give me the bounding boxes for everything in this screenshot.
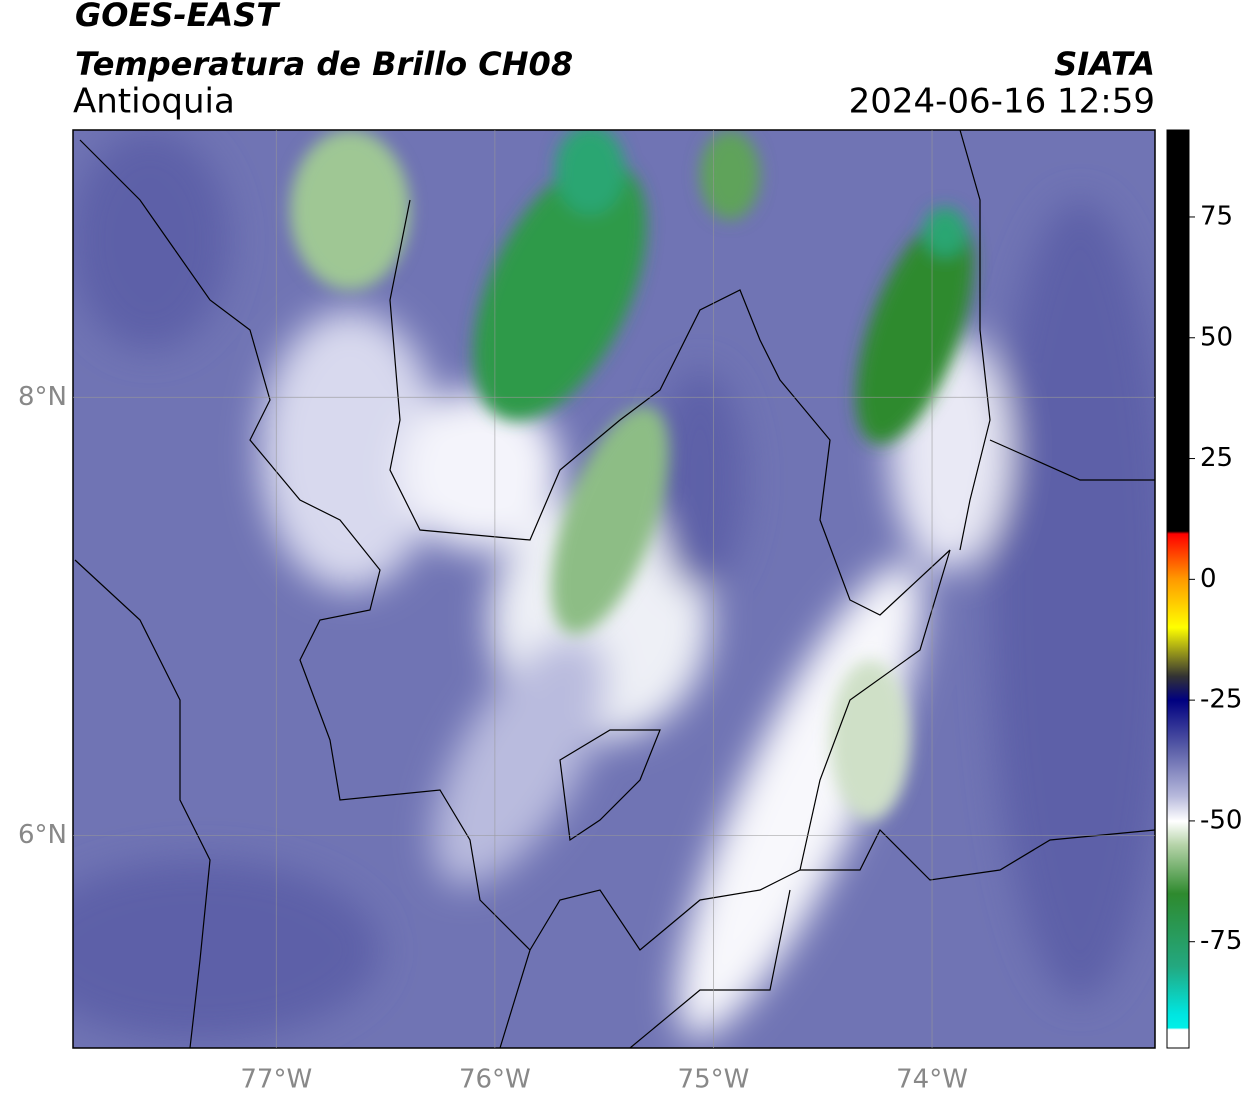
y-tick-label: 8°N [18,382,67,412]
colorbar-tick-label: -50 [1200,805,1242,835]
colorbar-tick-label: 50 [1200,322,1233,352]
colorbar-tick-label: -25 [1200,685,1242,715]
x-tick-label: 76°W [459,1065,531,1095]
colorbar [1166,129,1190,1049]
datetime: 2024-06-16 12:59 [849,82,1155,122]
colorbar-tick-label: 75 [1200,201,1233,231]
map-frame [72,129,1156,1049]
x-tick-label: 77°W [240,1065,312,1095]
title: GOES-EAST [75,0,280,34]
source: SIATA [1054,45,1155,83]
x-tick-label: 75°W [678,1065,750,1095]
colorbar-tick-label: 25 [1200,443,1233,473]
colorbar-tick-label: -75 [1200,926,1242,956]
y-tick-label: 6°N [18,820,67,850]
x-tick-label: 74°W [896,1065,968,1095]
map-image [73,130,1155,1048]
region: Antioquia [73,82,235,122]
subtitle: Temperatura de Brillo CH08 [75,45,573,83]
colorbar-tick-label: 0 [1200,564,1217,594]
